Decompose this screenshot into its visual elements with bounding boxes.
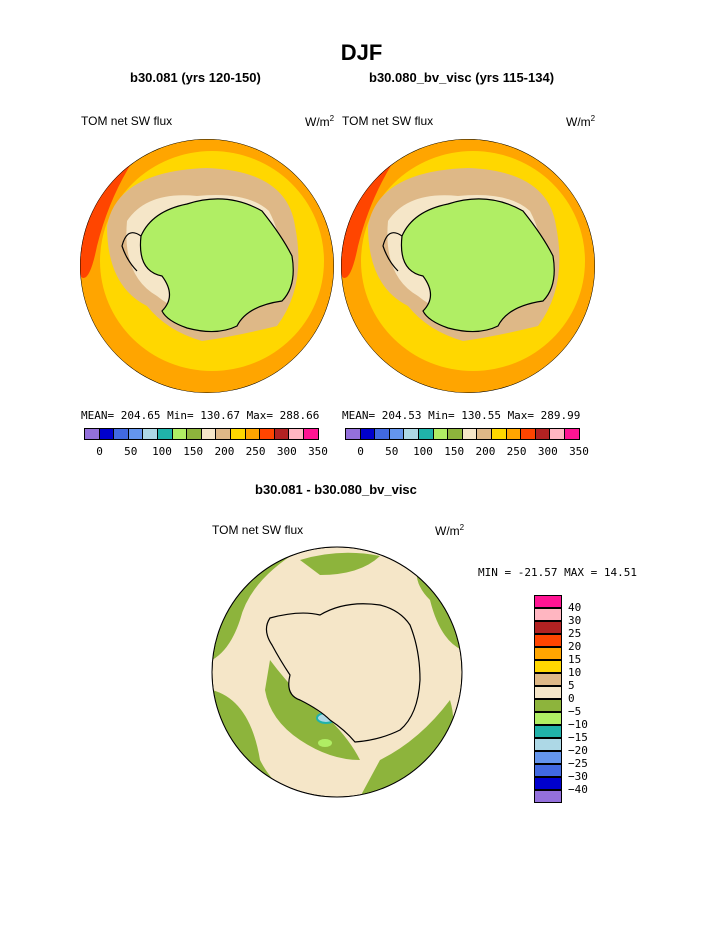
left-stats: MEAN= 204.65 Min= 130.67 Max= 288.66 xyxy=(81,409,320,422)
colorbar-swatch xyxy=(461,428,478,440)
left-field-label: TOM net SW flux xyxy=(81,114,173,128)
left-colorbar xyxy=(84,428,319,440)
colorbar-swatch xyxy=(302,428,319,440)
colorbar-swatch xyxy=(534,634,562,647)
colorbar-swatch xyxy=(534,725,562,738)
colorbar-swatch xyxy=(374,428,390,440)
colorbar-tick-label: 10 xyxy=(568,666,582,679)
diff-minmax: MIN = -21.57 MAX = 14.51 xyxy=(478,566,637,579)
colorbar-tick-label: 30 xyxy=(568,614,582,627)
colorbar-tick-label: −10 xyxy=(568,718,588,731)
colorbar-swatch xyxy=(534,608,562,621)
colorbar-swatch xyxy=(534,777,562,790)
colorbar-tick-label: 50 xyxy=(385,445,399,458)
colorbar-tick-label: 50 xyxy=(124,445,138,458)
colorbar-tick-label: 25 xyxy=(568,627,582,640)
colorbar-tick-label: −5 xyxy=(568,705,582,718)
colorbar-swatch xyxy=(534,428,551,440)
colorbar-swatch xyxy=(244,428,261,440)
colorbar-swatch xyxy=(156,428,173,440)
colorbar-tick-label: 5 xyxy=(568,679,575,692)
colorbar-swatch xyxy=(534,621,562,634)
colorbar-swatch xyxy=(417,428,434,440)
colorbar-swatch xyxy=(288,428,304,440)
colorbar-swatch xyxy=(359,428,376,440)
right-subtitle: b30.080_bv_visc (yrs 115-134) xyxy=(369,70,555,85)
colorbar-swatch xyxy=(447,428,463,440)
colorbar-tick-label: 0 xyxy=(96,445,103,458)
colorbar-swatch xyxy=(534,712,562,725)
right-field-label: TOM net SW flux xyxy=(342,114,434,128)
colorbar-tick-label: 300 xyxy=(537,445,558,458)
colorbar-swatch xyxy=(186,428,202,440)
colorbar-swatch xyxy=(142,428,158,440)
main-title: DJF xyxy=(340,40,383,65)
colorbar-swatch xyxy=(84,428,100,440)
colorbar-swatch xyxy=(215,428,231,440)
colorbar-swatch xyxy=(98,428,115,440)
colorbar-swatch xyxy=(432,428,449,440)
colorbar-tick-label: 0 xyxy=(357,445,364,458)
colorbar-swatch xyxy=(534,699,562,712)
colorbar-swatch xyxy=(490,428,507,440)
colorbar-tick-label: −15 xyxy=(568,731,588,744)
colorbar-swatch xyxy=(476,428,492,440)
colorbar-swatch xyxy=(127,428,144,440)
colorbar-tick-label: −20 xyxy=(568,744,588,757)
diff-subtitle: b30.081 - b30.080_bv_visc xyxy=(255,482,417,497)
colorbar-swatch xyxy=(534,660,562,673)
right-colorbar xyxy=(345,428,580,440)
colorbar-swatch xyxy=(534,686,562,699)
colorbar-swatch xyxy=(403,428,419,440)
colorbar-tick-label: −40 xyxy=(568,783,588,796)
colorbar-swatch xyxy=(534,764,562,777)
colorbar-tick-label: 250 xyxy=(245,445,266,458)
left-subtitle: b30.081 (yrs 120-150) xyxy=(130,70,261,85)
colorbar-tick-label: −25 xyxy=(568,757,588,770)
colorbar-swatch xyxy=(171,428,188,440)
colorbar-tick-label: 350 xyxy=(569,445,589,458)
colorbar-swatch xyxy=(200,428,217,440)
colorbar-tick-label: 20 xyxy=(568,640,582,653)
colorbar-swatch xyxy=(505,428,522,440)
colorbar-swatch xyxy=(534,790,562,803)
colorbar-swatch xyxy=(273,428,290,440)
colorbar-tick-label: 0 xyxy=(568,692,575,705)
colorbar-swatch xyxy=(534,595,562,608)
colorbar-tick-label: 15 xyxy=(568,653,582,666)
right-units: W/m2 xyxy=(566,114,596,129)
colorbar-swatch xyxy=(345,428,361,440)
colorbar-swatch xyxy=(229,428,246,440)
colorbar-tick-label: 100 xyxy=(152,445,172,458)
colorbar-tick-label: 150 xyxy=(444,445,465,458)
colorbar-tick-label: 350 xyxy=(308,445,328,458)
colorbar-swatch xyxy=(388,428,405,440)
colorbar-swatch xyxy=(549,428,565,440)
colorbar-tick-label: 200 xyxy=(475,445,496,458)
right-stats: MEAN= 204.53 Min= 130.55 Max= 289.99 xyxy=(342,409,581,422)
colorbar-tick-label: 250 xyxy=(506,445,527,458)
colorbar-tick-label: 100 xyxy=(413,445,433,458)
colorbar-swatch xyxy=(520,428,536,440)
colorbar-swatch xyxy=(259,428,275,440)
colorbar-tick-label: 200 xyxy=(214,445,235,458)
colorbar-tick-label: 40 xyxy=(568,601,582,614)
colorbar-tick-label: 150 xyxy=(183,445,204,458)
colorbar-tick-label: −30 xyxy=(568,770,588,783)
colorbar-swatch xyxy=(534,751,562,764)
diff-field-label: TOM net SW flux xyxy=(212,523,304,537)
diff-units: W/m2 xyxy=(435,523,465,538)
left-units: W/m2 xyxy=(305,114,335,129)
colorbar-swatch xyxy=(113,428,129,440)
colorbar-swatch xyxy=(534,738,562,751)
colorbar-swatch xyxy=(563,428,580,440)
colorbar-tick-label: 300 xyxy=(276,445,297,458)
colorbar-swatch xyxy=(534,647,562,660)
colorbar-swatch xyxy=(534,673,562,686)
